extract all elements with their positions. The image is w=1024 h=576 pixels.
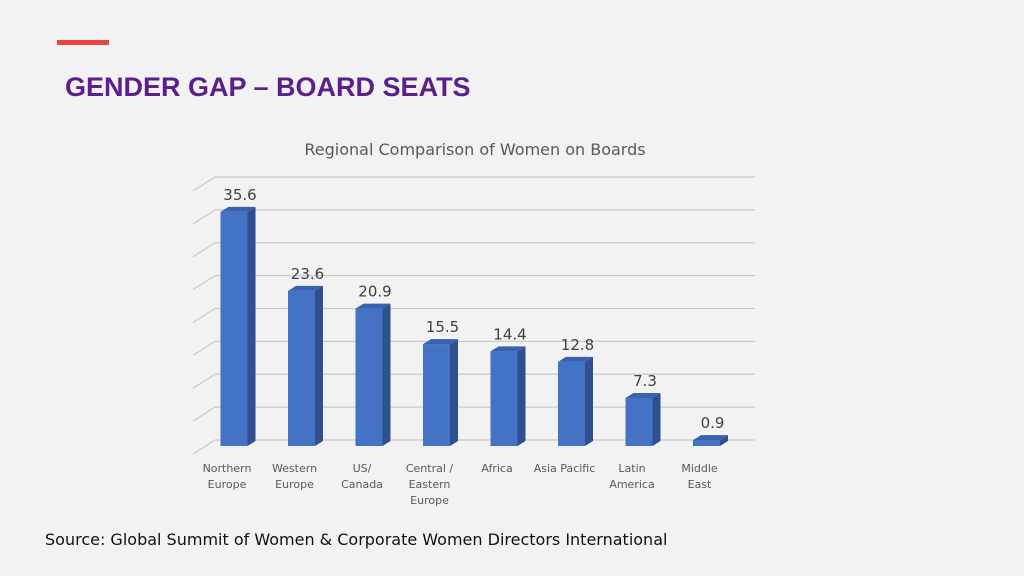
bar-side (652, 393, 661, 446)
category-label: Middle (681, 462, 718, 475)
bar-side (720, 435, 728, 446)
category-label: Western (272, 462, 317, 475)
data-label: 12.8 (561, 336, 594, 354)
bar-top (288, 285, 323, 291)
bar (288, 285, 323, 446)
category-label: Europe (410, 494, 449, 507)
gridline-depth (192, 209, 216, 225)
bar-front (490, 351, 518, 446)
bar-side (247, 206, 256, 446)
bar (423, 339, 458, 446)
bar-top (558, 356, 593, 362)
gridline-depth (192, 242, 216, 258)
bar-top (625, 393, 661, 399)
bar-top (693, 435, 728, 441)
gridline-depth (192, 340, 216, 356)
data-label: 20.9 (358, 283, 391, 301)
gridline-depth (192, 307, 216, 324)
gridline-depth (192, 275, 216, 291)
slide-title: GENDER GAP – BOARD SEATS (65, 72, 471, 102)
bar (220, 206, 256, 446)
bar-front (288, 290, 315, 446)
bar-top (423, 339, 458, 345)
category-label: Canada (341, 478, 383, 491)
gridline-depth (192, 406, 216, 422)
category-label: Eastern (409, 478, 451, 491)
bar-front (693, 440, 720, 446)
category-label: US/ (353, 462, 372, 475)
category-label: Asia Pacific (534, 462, 596, 475)
bar-top (355, 303, 391, 309)
bar-front (423, 344, 450, 446)
bar (625, 393, 661, 446)
category-label: Europe (208, 478, 247, 491)
source-note: Source: Global Summit of Women & Corpora… (45, 530, 668, 549)
bar (490, 346, 526, 446)
data-label: 7.3 (633, 372, 657, 390)
bar-side (382, 303, 391, 446)
bar-top (490, 346, 526, 352)
gridline-depth (192, 176, 216, 192)
data-label: 0.9 (701, 414, 725, 432)
bar-front (220, 211, 248, 446)
bar-side (315, 285, 323, 446)
gridlines (192, 176, 755, 455)
bar-side (450, 339, 458, 446)
category-labels: Northern Europe Western Europe US/Canada Cent… (203, 462, 718, 507)
bar-front (558, 361, 585, 446)
bar (558, 356, 593, 446)
bar-side (585, 356, 593, 446)
category-label: Northern (203, 462, 252, 475)
category-label: Central / (406, 462, 454, 475)
chart-title: Regional Comparison of Women on Boards (304, 140, 645, 159)
title-accent-bar (57, 40, 109, 45)
gridline-depth (192, 373, 216, 389)
bar (355, 303, 391, 446)
bars (220, 206, 728, 446)
data-label: 35.6 (223, 186, 256, 204)
category-label: Africa (481, 462, 512, 475)
category-label: America (609, 478, 654, 491)
bar-top (220, 206, 256, 212)
gridline-depth (192, 439, 216, 455)
data-label: 23.6 (291, 265, 324, 283)
category-label: East (688, 478, 712, 491)
value-labels: 35.6 23.6 20.9 15.5 14.4 12.8 7.3 0.9 (223, 186, 724, 432)
bar-front (355, 308, 383, 446)
bar-front (625, 398, 653, 446)
data-label: 14.4 (493, 325, 526, 343)
category-label: Latin (618, 462, 645, 475)
data-label: 15.5 (426, 318, 459, 336)
bar (693, 435, 728, 446)
bar-side (517, 346, 526, 446)
category-label: Europe (275, 478, 314, 491)
